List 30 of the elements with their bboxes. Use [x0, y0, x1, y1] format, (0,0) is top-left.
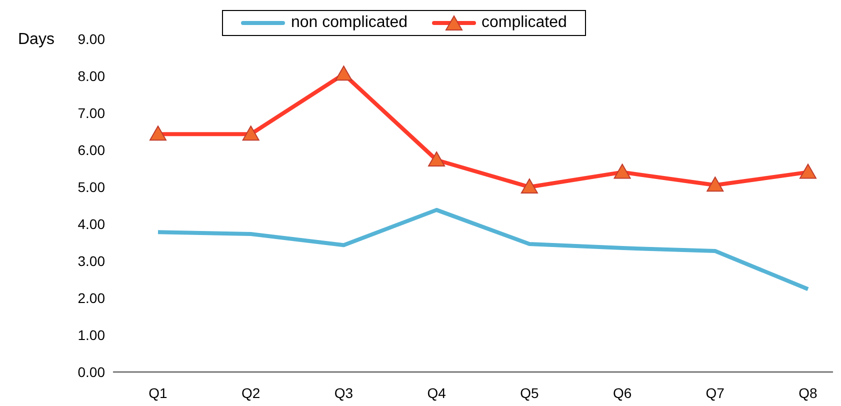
legend-label: complicated — [480, 14, 567, 32]
point — [614, 164, 631, 179]
point — [706, 176, 724, 192]
line-series — [156, 208, 810, 292]
legend-label: non complicated — [290, 14, 408, 32]
point — [242, 126, 260, 141]
x-tick-label: Q2 — [242, 384, 260, 401]
y-tick-label: 1.00 — [78, 326, 106, 343]
y-tick-label: 7.00 — [78, 104, 106, 121]
x-tick-label: Q8 — [798, 384, 818, 401]
point — [150, 126, 166, 141]
y-tick-label: 0.00 — [78, 364, 106, 380]
x-tick-label: Q4 — [427, 384, 446, 401]
x-tick-label: Q7 — [706, 384, 725, 401]
y-tick-label: 5.00 — [78, 178, 106, 195]
point — [800, 164, 816, 179]
x-tick-label: Q1 — [148, 384, 168, 401]
y-axis-title: Days — [18, 31, 54, 48]
y-tick-label: 6.00 — [78, 142, 106, 158]
y-tick-label: 3.00 — [78, 252, 106, 269]
x-tick-label: Q5 — [520, 384, 539, 401]
x-tick-label: Q6 — [612, 384, 632, 401]
y-tick-label: 9.00 — [78, 30, 106, 47]
y-tick-label: 2.00 — [78, 290, 106, 306]
y-tick-label: 8.00 — [78, 68, 106, 84]
point — [335, 66, 352, 81]
y-tick-label: 4.00 — [78, 216, 106, 232]
x-tick-label: Q3 — [334, 384, 354, 401]
point — [428, 151, 446, 166]
point — [520, 178, 538, 194]
